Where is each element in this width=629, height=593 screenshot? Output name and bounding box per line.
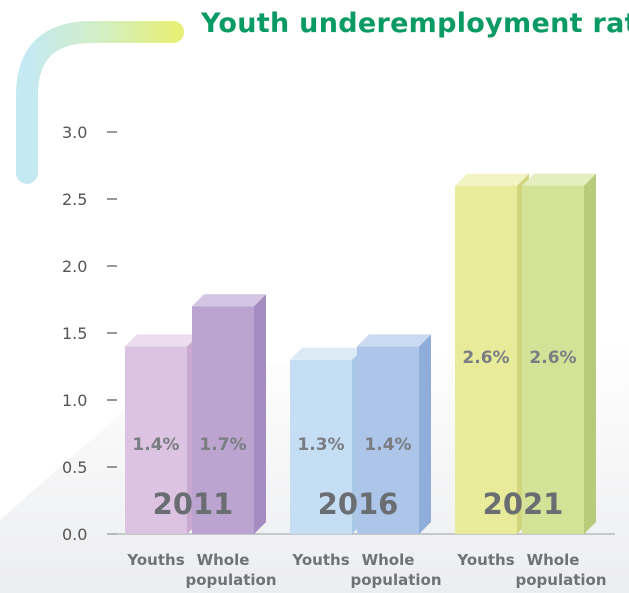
bar-value-label: 1.3%	[297, 435, 344, 455]
y-tick-label: 1.5	[62, 324, 87, 343]
bar-top	[192, 294, 266, 307]
x-category-label: Youths	[126, 551, 184, 569]
bar-side	[419, 334, 431, 534]
x-category-label: population	[515, 571, 606, 589]
bar-top	[290, 347, 364, 360]
y-tick-label: 2.5	[62, 190, 87, 209]
y-tick-label: 0.0	[62, 525, 87, 544]
bar	[357, 334, 431, 534]
x-category-label: population	[185, 571, 276, 589]
chart-title: Youth underemployment rat	[201, 8, 629, 39]
bar-value-label: 2.6%	[462, 348, 509, 368]
x-category-label: Whole	[527, 551, 580, 569]
bar-front	[357, 346, 419, 534]
bar-front	[455, 185, 517, 534]
bar-value-label: 1.7%	[199, 435, 246, 455]
bar-top	[522, 173, 596, 186]
x-category-label: Youths	[291, 551, 349, 569]
decorative-bracket	[16, 21, 184, 184]
bar-top	[455, 173, 529, 186]
y-tick-label: 0.5	[62, 458, 87, 477]
y-tick-label: 1.0	[62, 391, 87, 410]
bar-top	[125, 334, 199, 347]
x-category-label: Youths	[456, 551, 514, 569]
bar-value-label: 1.4%	[364, 435, 411, 455]
bar	[522, 173, 596, 534]
group-year-label: 2016	[318, 487, 399, 521]
bar-front	[192, 306, 254, 534]
bar-top	[357, 334, 431, 347]
bar-front	[290, 359, 352, 534]
group-year-label: 2021	[483, 487, 564, 521]
bar-value-label: 1.4%	[132, 435, 179, 455]
group-year-label: 2011	[153, 487, 234, 521]
bar	[192, 294, 266, 534]
x-category-label: Whole	[197, 551, 250, 569]
bar-side	[254, 294, 266, 534]
bar-value-label: 2.6%	[529, 348, 576, 368]
x-category-label: population	[350, 571, 441, 589]
y-tick-label: 2.0	[62, 257, 87, 276]
bar-front	[125, 346, 187, 534]
y-tick-label: 3.0	[62, 123, 87, 142]
x-category-label: Whole	[362, 551, 415, 569]
bar-side	[584, 173, 596, 534]
bar-front	[522, 185, 584, 534]
